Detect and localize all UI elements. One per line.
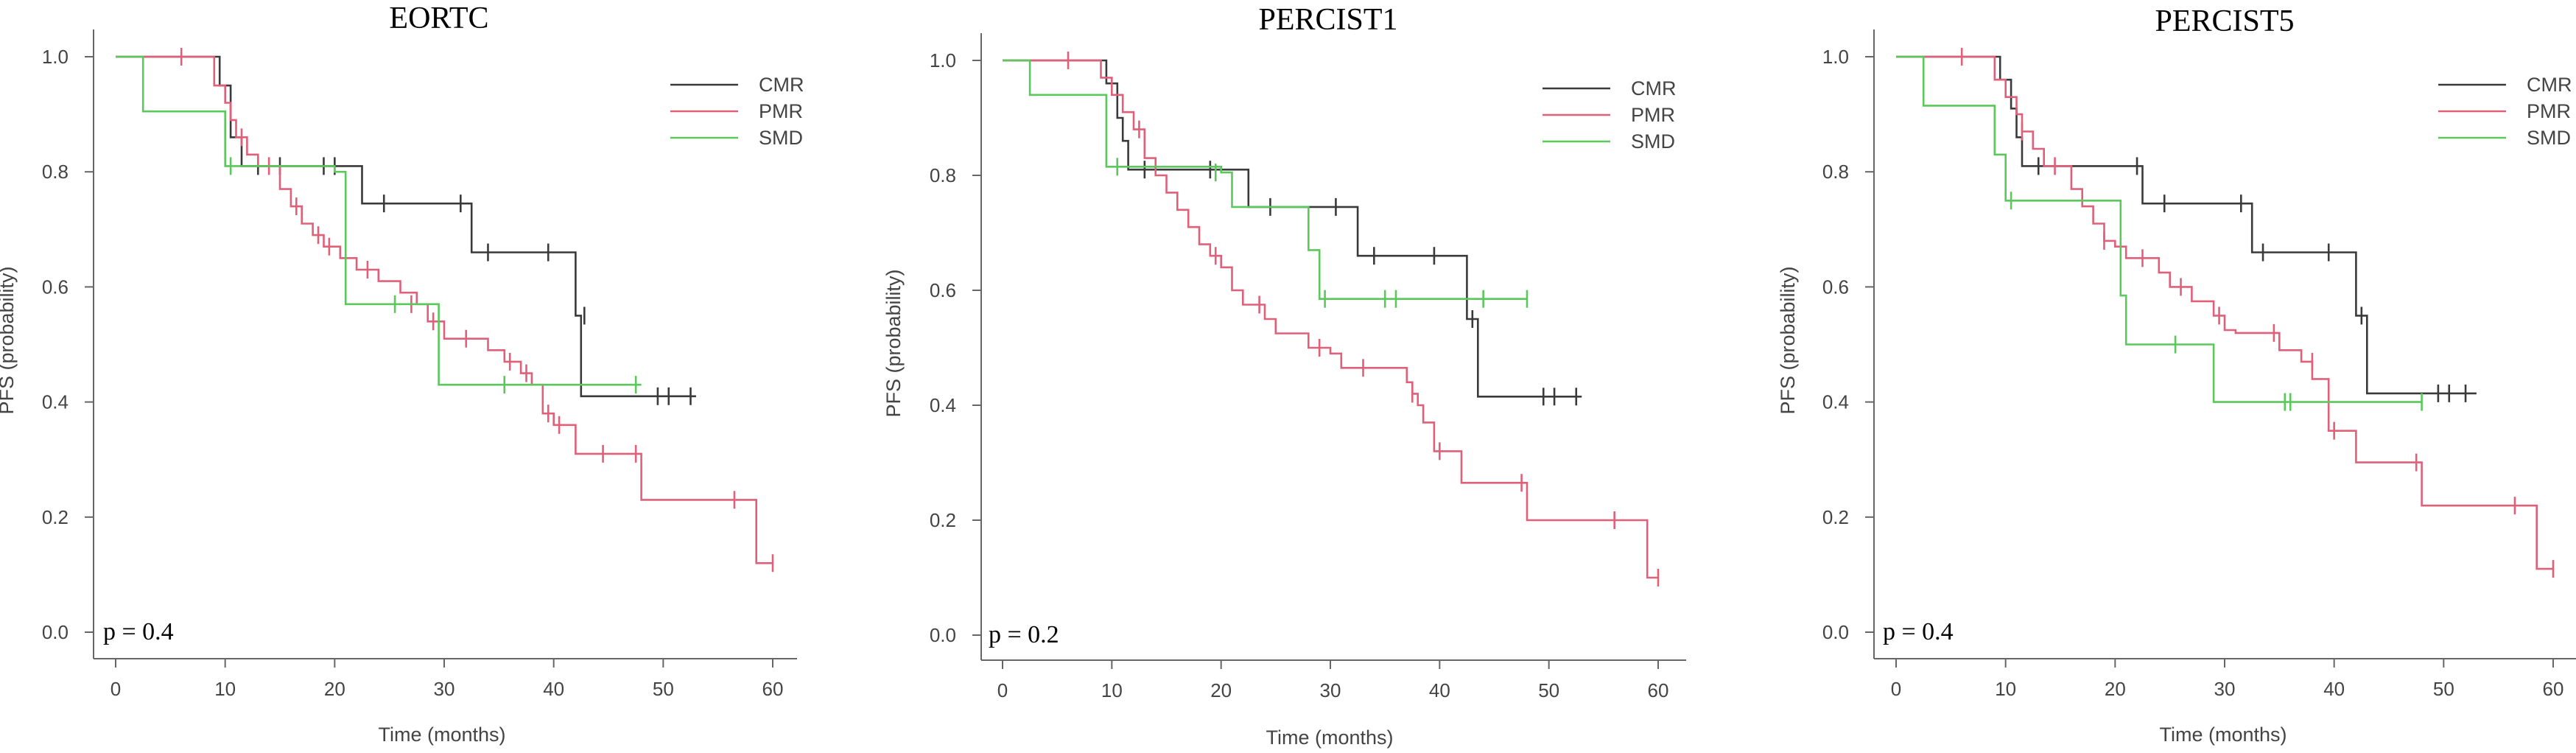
x-axis-label: Time (months) bbox=[1266, 726, 1393, 749]
legend-label-pmr: PMR bbox=[1631, 104, 1675, 126]
x-tick-label: 40 bbox=[1429, 679, 1450, 701]
legend-label-smd: SMD bbox=[2527, 127, 2571, 149]
y-tick-label: 0.0 bbox=[42, 621, 69, 643]
y-tick-label: 0.0 bbox=[930, 624, 956, 646]
x-tick-label: 30 bbox=[2214, 678, 2236, 700]
y-tick-label: 0.8 bbox=[930, 164, 956, 186]
legend-label-pmr: PMR bbox=[2527, 100, 2571, 122]
p-value: p = 0.4 bbox=[103, 618, 174, 645]
x-tick-label: 0 bbox=[1891, 678, 1901, 700]
y-tick-label: 0.6 bbox=[930, 279, 956, 301]
y-tick-label: 0.4 bbox=[930, 394, 956, 416]
x-tick-label: 50 bbox=[2433, 678, 2454, 700]
x-tick-label: 60 bbox=[2543, 678, 2564, 700]
legend-label-pmr: PMR bbox=[759, 100, 803, 122]
p-value: p = 0.4 bbox=[1883, 618, 1954, 645]
km-curve-pmr bbox=[116, 55, 773, 564]
p-value: p = 0.2 bbox=[989, 621, 1059, 648]
x-tick-label: 40 bbox=[543, 678, 564, 700]
legend-label-cmr: CMR bbox=[1631, 77, 1677, 99]
legend: CMR PMR SMD bbox=[1543, 77, 1677, 153]
y-axis-label: PFS (probability) bbox=[882, 269, 905, 417]
legend-label-cmr: CMR bbox=[2527, 74, 2572, 96]
km-panel-percist1: PERCIST1 0.0 0.2 0.4 0.6 0.8 1.0 0 10 20 30 40 50 60 T… bbox=[882, 3, 1686, 749]
y-tick-label: 0.6 bbox=[1822, 276, 1849, 298]
y-tick-label: 0.4 bbox=[42, 391, 69, 413]
x-axis-label: Time (months) bbox=[2159, 724, 2287, 746]
x-axis-label: Time (months) bbox=[378, 724, 505, 746]
km-curve-pmr bbox=[1003, 59, 1658, 579]
x-tick-label: 0 bbox=[997, 679, 1008, 701]
km-curve-smd bbox=[116, 55, 642, 386]
y-tick-label: 0.8 bbox=[42, 161, 69, 183]
y-tick-label: 0.2 bbox=[42, 506, 69, 528]
y-tick-label: 1.0 bbox=[42, 46, 69, 68]
x-tick-label: 30 bbox=[434, 678, 455, 700]
km-curve-smd bbox=[1003, 59, 1527, 300]
y-axis-label: PFS (probability) bbox=[1777, 266, 1799, 414]
y-tick-label: 0.2 bbox=[930, 509, 956, 531]
x-tick-label: 0 bbox=[110, 678, 121, 700]
panel-title: PERCIST5 bbox=[2155, 4, 2294, 38]
y-tick-label: 1.0 bbox=[930, 49, 956, 71]
series-pmr bbox=[1896, 48, 2555, 578]
km-curve-cmr bbox=[116, 55, 696, 398]
y-tick-label: 0.6 bbox=[42, 276, 69, 298]
series-pmr bbox=[1003, 52, 1660, 586]
legend-label-smd: SMD bbox=[759, 127, 803, 149]
legend: CMR PMR SMD bbox=[2438, 74, 2572, 149]
x-tick-label: 30 bbox=[1320, 679, 1341, 701]
y-tick-label: 0.4 bbox=[1822, 391, 1849, 413]
x-tick-label: 10 bbox=[214, 678, 236, 700]
x-tick-label: 60 bbox=[1648, 679, 1669, 701]
y-tick-label: 0.2 bbox=[1822, 506, 1849, 528]
x-tick-label: 50 bbox=[653, 678, 674, 700]
x-tick-label: 10 bbox=[1101, 679, 1123, 701]
legend-label-cmr: CMR bbox=[759, 74, 804, 96]
x-tick-label: 60 bbox=[762, 678, 784, 700]
km-curve-cmr bbox=[1003, 59, 1582, 398]
series-smd bbox=[116, 55, 642, 394]
series-smd bbox=[1003, 59, 1529, 308]
y-tick-label: 0.0 bbox=[1822, 621, 1849, 643]
x-tick-label: 50 bbox=[1538, 679, 1559, 701]
x-tick-label: 20 bbox=[1210, 679, 1232, 701]
y-axis-label: PFS (probability) bbox=[0, 266, 18, 414]
panel-title: EORTC bbox=[389, 1, 488, 35]
series-cmr bbox=[1896, 55, 2477, 402]
km-curve-cmr bbox=[1896, 55, 2477, 395]
series-pmr bbox=[116, 48, 774, 572]
x-tick-label: 20 bbox=[2105, 678, 2126, 700]
y-tick-label: 0.8 bbox=[1822, 161, 1849, 183]
km-panel-percist5: PERCIST5 0.0 0.2 0.4 0.6 0.8 1.0 0 10 20 30 40 50 60 T… bbox=[1777, 4, 2576, 746]
legend: CMR PMR SMD bbox=[670, 74, 804, 149]
series-cmr bbox=[1003, 59, 1582, 406]
series-smd bbox=[1896, 55, 2423, 411]
x-tick-label: 40 bbox=[2323, 678, 2345, 700]
legend-label-smd: SMD bbox=[1631, 130, 1675, 153]
series-cmr bbox=[116, 55, 696, 405]
km-curve-smd bbox=[1896, 55, 2422, 403]
x-tick-label: 10 bbox=[1995, 678, 2016, 700]
km-panel-eortc: EORTC 0.0 0.2 0.4 0.6 0.8 1.0 0 10 20 30 40 50 60 Time… bbox=[0, 1, 804, 746]
panel-title: PERCIST1 bbox=[1258, 3, 1397, 37]
x-tick-label: 20 bbox=[324, 678, 345, 700]
y-tick-label: 1.0 bbox=[1822, 46, 1849, 68]
km-curve-pmr bbox=[1896, 55, 2553, 570]
